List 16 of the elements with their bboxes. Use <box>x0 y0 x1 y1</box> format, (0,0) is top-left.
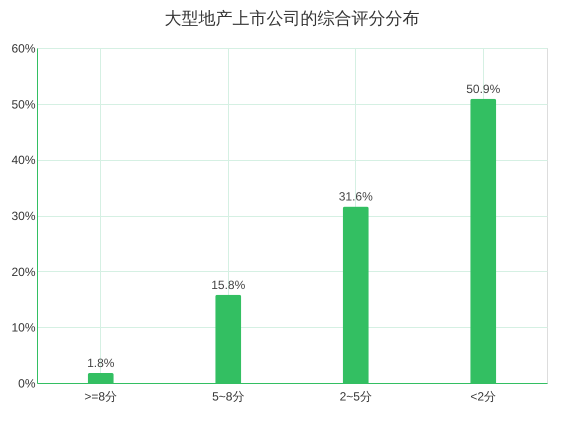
data-label: 15.8% <box>211 278 246 292</box>
y-tick-label: 60% <box>11 42 36 56</box>
y-tick-label: 20% <box>11 264 36 279</box>
data-label: 31.6% <box>338 190 374 204</box>
data-label: 50.9% <box>466 82 501 96</box>
y-tick-label: 50% <box>11 97 36 112</box>
data-label: 1.8% <box>87 356 115 370</box>
y-tick-label: 0% <box>18 376 36 390</box>
x-tick-label: >=8分 <box>84 390 118 404</box>
y-tick-label: 40% <box>11 153 36 168</box>
chart-title: 大型地产上市公司的综合评分分布 <box>164 9 420 28</box>
x-tick-label: <2分 <box>470 390 496 404</box>
y-tick-label: 10% <box>11 320 36 335</box>
x-tick-label: 2~5分 <box>340 390 372 404</box>
x-tick-label: 5~8分 <box>212 390 244 404</box>
y-tick-label: 30% <box>11 209 36 223</box>
